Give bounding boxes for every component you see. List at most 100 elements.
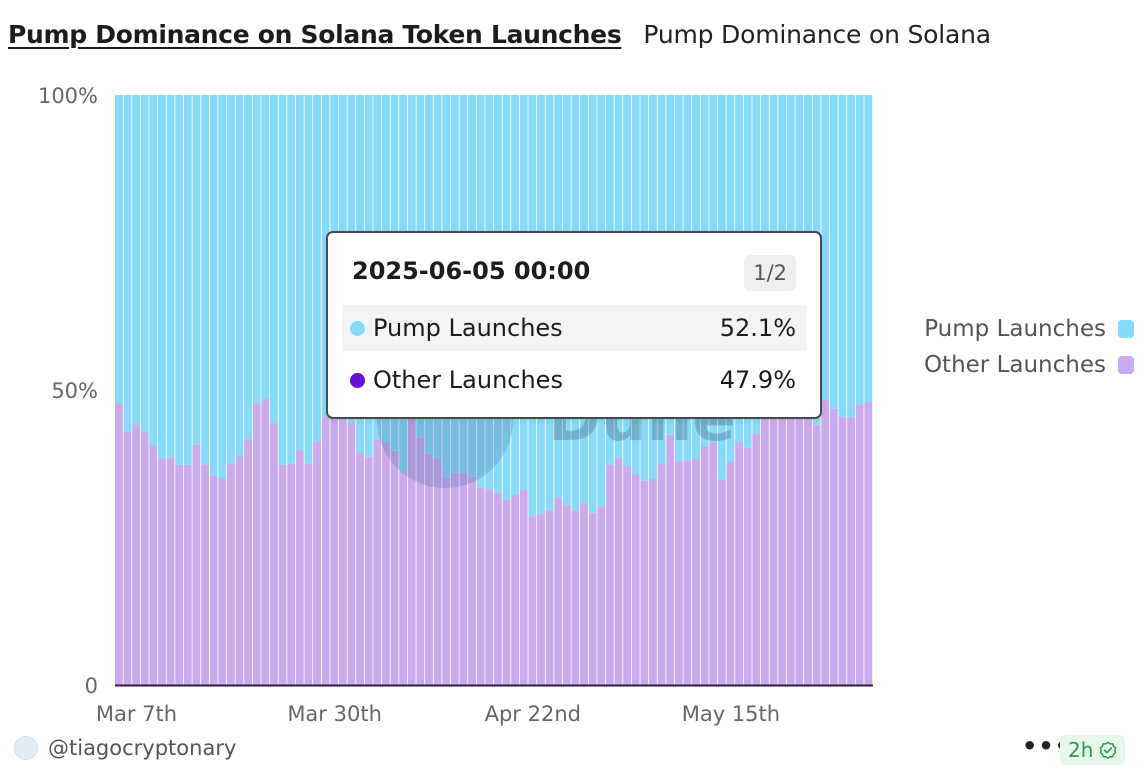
bar-other-launches[interactable] [192,444,201,685]
bar-pump-launches[interactable] [201,95,209,465]
bar-pump-launches[interactable] [132,95,141,425]
bar-other-launches[interactable] [494,492,502,685]
bar-other-launches[interactable] [140,432,149,685]
bar-other-launches[interactable] [726,461,735,685]
bar-other-launches[interactable] [166,457,175,685]
bar-other-launches[interactable] [778,413,787,685]
bar-pump-launches[interactable] [140,95,149,433]
bar-other-launches[interactable] [209,475,218,685]
bar-other-launches[interactable] [657,463,666,685]
bar-pump-launches[interactable] [321,95,330,418]
bar-pump-launches[interactable] [270,95,278,424]
bar-other-launches[interactable] [623,466,632,685]
bar-other-launches[interactable] [812,424,821,685]
bar-other-launches[interactable] [382,442,390,685]
bar-pump-launches[interactable] [183,95,192,465]
bar-other-launches[interactable] [485,489,494,685]
bar-other-launches[interactable] [528,516,537,685]
bar-pump-launches[interactable] [192,95,201,445]
bar-other-launches[interactable] [261,398,270,685]
bar-other-launches[interactable] [330,398,339,685]
bar-other-launches[interactable] [502,499,511,685]
bar-other-launches[interactable] [769,411,778,685]
bar-other-launches[interactable] [588,512,597,685]
bar-other-launches[interactable] [554,497,563,685]
bar-other-launches[interactable] [683,460,692,685]
bar-other-launches[interactable] [278,464,287,685]
bar-other-launches[interactable] [692,459,700,685]
bar-pump-launches[interactable] [218,95,227,479]
bar-other-launches[interactable] [847,417,855,685]
bar-other-launches[interactable] [735,441,743,685]
bar-other-launches[interactable] [313,441,321,685]
legend-item-pump-launches[interactable]: Pump Launches [924,316,1134,342]
bar-other-launches[interactable] [649,478,657,686]
bar-pump-launches[interactable] [855,95,864,405]
bar-other-launches[interactable] [562,505,571,685]
bar-pump-launches[interactable] [252,95,261,404]
bar-pump-launches[interactable] [287,95,296,464]
bar-other-launches[interactable] [717,479,726,685]
bar-other-launches[interactable] [743,447,752,685]
bar-other-launches[interactable] [838,417,847,685]
bar-pump-launches[interactable] [295,95,304,451]
bar-other-launches[interactable] [468,476,476,685]
bar-other-launches[interactable] [235,455,244,685]
bar-pump-launches[interactable] [313,95,321,442]
bar-other-launches[interactable] [786,416,795,685]
bar-other-launches[interactable] [338,413,347,685]
bar-other-launches[interactable] [399,472,408,685]
tooltip-page-indicator[interactable]: 1/2 [744,255,796,291]
bar-other-launches[interactable] [373,439,382,685]
bar-other-launches[interactable] [666,434,675,685]
bar-other-launches[interactable] [149,445,158,685]
bar-pump-launches[interactable] [261,95,270,399]
bar-other-launches[interactable] [450,472,459,685]
bar-pump-launches[interactable] [115,95,123,404]
bar-other-launches[interactable] [364,456,373,685]
bar-pump-launches[interactable] [244,95,253,439]
bar-other-launches[interactable] [123,431,132,685]
bar-other-launches[interactable] [597,506,606,685]
bar-pump-launches[interactable] [235,95,244,456]
bar-pump-launches[interactable] [821,95,830,401]
bar-other-launches[interactable] [390,450,399,685]
bar-pump-launches[interactable] [278,95,287,465]
bar-pump-launches[interactable] [175,95,184,465]
bar-other-launches[interactable] [304,463,313,685]
bar-other-launches[interactable] [700,446,709,685]
bar-other-launches[interactable] [804,409,812,685]
bar-other-launches[interactable] [175,464,184,685]
bar-other-launches[interactable] [752,433,761,685]
bar-pump-launches[interactable] [158,95,166,460]
bar-other-launches[interactable] [226,463,235,685]
bar-other-launches[interactable] [580,502,588,685]
bar-other-launches[interactable] [407,417,416,685]
bar-other-launches[interactable] [761,418,769,685]
bar-other-launches[interactable] [321,417,330,685]
bar-other-launches[interactable] [476,487,485,685]
author-link[interactable]: @tiagocryptonary [14,736,236,760]
bar-other-launches[interactable] [416,437,425,685]
bar-other-launches[interactable] [158,459,166,685]
bar-other-launches[interactable] [287,463,296,685]
bar-other-launches[interactable] [631,474,640,685]
bar-pump-launches[interactable] [304,95,313,464]
bar-other-launches[interactable] [459,472,468,685]
bar-other-launches[interactable] [115,403,123,685]
bar-other-launches[interactable] [537,513,545,685]
bar-other-launches[interactable] [709,442,718,685]
bar-other-launches[interactable] [132,424,141,685]
bar-other-launches[interactable] [571,510,580,685]
bar-pump-launches[interactable] [149,95,158,446]
bar-other-launches[interactable] [795,404,804,685]
bar-other-launches[interactable] [442,477,451,685]
bar-pump-launches[interactable] [166,95,175,458]
bar-other-launches[interactable] [605,464,614,685]
legend-item-other-launches[interactable]: Other Launches [924,352,1134,378]
bar-other-launches[interactable] [270,423,278,685]
bar-pump-launches[interactable] [209,95,218,476]
bar-other-launches[interactable] [252,403,261,685]
bar-other-launches[interactable] [821,400,830,685]
bar-other-launches[interactable] [829,408,838,685]
